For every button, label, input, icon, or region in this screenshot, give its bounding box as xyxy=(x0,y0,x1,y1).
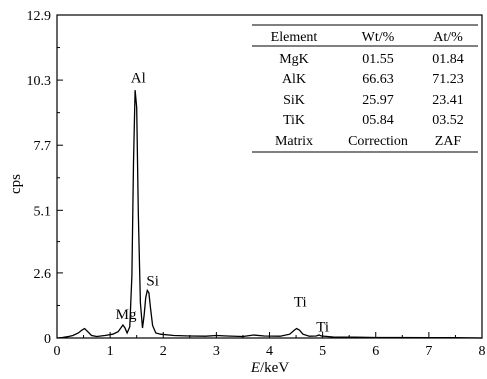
table-cell: Correction xyxy=(348,134,408,149)
peak-label-ti: Ti xyxy=(316,320,329,336)
peak-labels: Al Mg Si Ti Ti xyxy=(116,71,329,336)
y-tick-label: 0 xyxy=(44,332,51,347)
x-axis-tick-labels: 0 1 2 3 4 5 6 7 8 xyxy=(54,344,486,359)
table-cell: MgK xyxy=(279,52,309,67)
y-tick-label: 5.1 xyxy=(34,204,52,219)
table-header-wt: Wt/% xyxy=(362,30,395,45)
peak-label-mg: Mg xyxy=(116,307,137,323)
y-axis-title: cps xyxy=(8,174,24,194)
x-tick-label: 2 xyxy=(160,344,167,359)
table-header-at: At/% xyxy=(433,30,463,45)
table-cell: 23.41 xyxy=(432,93,464,108)
x-tick-label: 8 xyxy=(479,344,486,359)
x-axis-title-unit: /keV xyxy=(260,360,289,376)
table-cell: ZAF xyxy=(435,134,462,149)
peak-label-si: Si xyxy=(146,273,159,289)
y-axis-tick-labels: 0 2.6 5.1 7.7 10.3 12.9 xyxy=(27,9,52,347)
y-tick-label: 10.3 xyxy=(27,74,52,89)
plot-frame xyxy=(56,14,483,339)
table-cell: 71.23 xyxy=(432,72,464,87)
x-tick-label: 0 xyxy=(54,344,61,359)
spectrum-line xyxy=(56,90,483,339)
x-axis-title: E/keV xyxy=(250,360,289,376)
table-cell: 01.84 xyxy=(432,52,464,67)
composition-table: Element Wt/% At/% MgK 01.55 01.84 AlK 66… xyxy=(252,24,478,153)
x-tick-label: 3 xyxy=(213,344,220,359)
table-cell: 03.52 xyxy=(432,113,464,128)
y-tick-label: 12.9 xyxy=(27,9,52,24)
x-tick-label: 4 xyxy=(266,344,273,359)
table-cell: TiK xyxy=(283,113,305,128)
table-cell: 66.63 xyxy=(362,72,394,87)
x-tick-label: 7 xyxy=(425,344,432,359)
peak-label-al: Al xyxy=(131,71,146,87)
table-cell: SiK xyxy=(283,93,305,108)
x-axis-title-symbol: E xyxy=(250,360,260,376)
y-tick-label: 7.7 xyxy=(34,139,52,154)
table-cell: 05.84 xyxy=(362,113,394,128)
table-cell: 25.97 xyxy=(362,93,394,108)
x-tick-label: 6 xyxy=(372,344,379,359)
table-cell: AlK xyxy=(282,72,306,87)
table-header-element: Element xyxy=(271,30,318,45)
peak-label-ti: Ti xyxy=(294,295,307,311)
y-axis-ticks xyxy=(57,14,63,339)
x-tick-label: 5 xyxy=(319,344,326,359)
y-tick-label: 2.6 xyxy=(34,267,52,282)
x-tick-label: 1 xyxy=(107,344,114,359)
table-cell: Matrix xyxy=(275,134,313,149)
table-cell: 01.55 xyxy=(362,52,394,67)
